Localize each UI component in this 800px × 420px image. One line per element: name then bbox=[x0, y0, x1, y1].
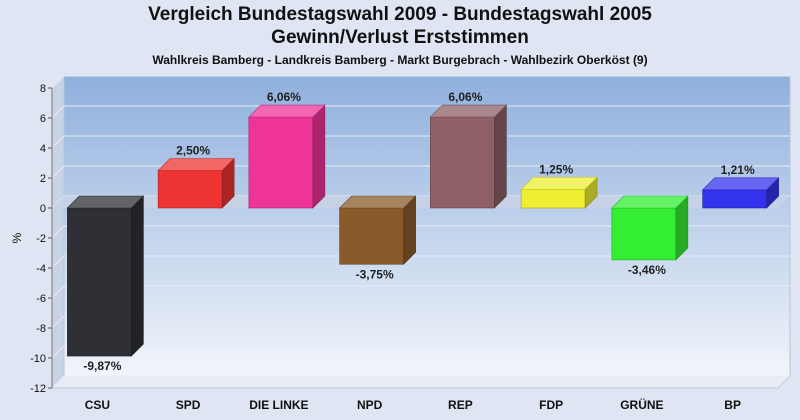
bar-front bbox=[157, 170, 223, 209]
gridline-side bbox=[51, 75, 65, 89]
y-tick-label: 0 bbox=[40, 203, 46, 215]
category-label: REP bbox=[448, 398, 473, 412]
y-tick-label: -2 bbox=[36, 233, 46, 245]
bar-csu bbox=[66, 195, 145, 357]
bar-front bbox=[248, 116, 314, 209]
bar-front bbox=[67, 207, 132, 357]
bar-top bbox=[248, 104, 326, 118]
bar-grüne bbox=[611, 195, 689, 261]
data-label: -3,75% bbox=[356, 267, 394, 281]
gridline-side bbox=[51, 285, 65, 299]
bar-bp bbox=[701, 177, 780, 209]
bar-die-linke bbox=[248, 104, 326, 209]
chart-title-2: Gewinn/Verlust Erststimmen bbox=[271, 27, 529, 48]
y-axis-label: % bbox=[10, 232, 24, 243]
bar-front bbox=[520, 188, 586, 209]
bar-side bbox=[494, 104, 507, 209]
bar-rep bbox=[429, 104, 508, 209]
y-tick-label: -10 bbox=[30, 353, 46, 365]
gridline-side bbox=[51, 105, 65, 119]
bar-fdp bbox=[520, 176, 598, 209]
category-label: SPD bbox=[176, 398, 201, 412]
category-label: NPD bbox=[357, 398, 383, 412]
data-label: 1,25% bbox=[539, 162, 573, 176]
chart-title: Vergleich Bundestagswahl 2009 - Bundesta… bbox=[148, 4, 652, 25]
category-label: CSU bbox=[85, 398, 110, 412]
category-label: DIE LINKE bbox=[249, 398, 308, 412]
bar-front bbox=[611, 207, 677, 261]
bar-npd bbox=[338, 195, 417, 265]
y-tick-label: 8 bbox=[40, 83, 46, 95]
bar-front bbox=[430, 116, 495, 209]
bar-side bbox=[131, 195, 144, 357]
plot-floor bbox=[50, 375, 792, 389]
category-label: BP bbox=[724, 398, 741, 412]
bar-front bbox=[702, 189, 767, 209]
y-tick-label: 4 bbox=[40, 143, 46, 155]
y-tick-label: -4 bbox=[36, 263, 46, 275]
gridline-side bbox=[51, 255, 65, 269]
bar-top bbox=[701, 177, 780, 191]
y-tick-label: 2 bbox=[40, 173, 46, 185]
category-label: GRÜNE bbox=[620, 397, 663, 412]
bar-top bbox=[338, 195, 417, 209]
bar-top bbox=[66, 195, 145, 209]
y-tick-label: 6 bbox=[40, 113, 46, 125]
category-label: FDP bbox=[539, 398, 563, 412]
bar-front bbox=[339, 207, 404, 265]
bar-top bbox=[157, 158, 235, 171]
bar-top bbox=[429, 104, 508, 118]
gridline-side bbox=[51, 165, 65, 179]
gridline-side bbox=[51, 345, 65, 359]
gridline-side bbox=[51, 135, 65, 149]
data-label: -3,46% bbox=[628, 263, 666, 277]
gridline-side bbox=[51, 225, 65, 239]
gridline-side bbox=[51, 375, 65, 389]
data-label: 1,21% bbox=[721, 163, 755, 177]
data-label: 2,50% bbox=[176, 144, 210, 158]
bar-top bbox=[520, 176, 598, 190]
chart-subtitle: Wahlkreis Bamberg - Landkreis Bamberg - … bbox=[152, 53, 648, 67]
data-label: 6,06% bbox=[267, 90, 301, 104]
data-label: -9,87% bbox=[83, 359, 121, 373]
data-label: 6,06% bbox=[448, 90, 482, 104]
y-tick-label: -8 bbox=[36, 323, 46, 335]
y-tick-label: -12 bbox=[30, 383, 46, 395]
bar-side bbox=[312, 104, 326, 209]
bar-spd bbox=[157, 157, 235, 209]
zero-plane bbox=[52, 196, 790, 208]
y-tick-label: -6 bbox=[36, 293, 46, 305]
gridline-side bbox=[51, 315, 65, 329]
bar-top bbox=[611, 195, 689, 209]
